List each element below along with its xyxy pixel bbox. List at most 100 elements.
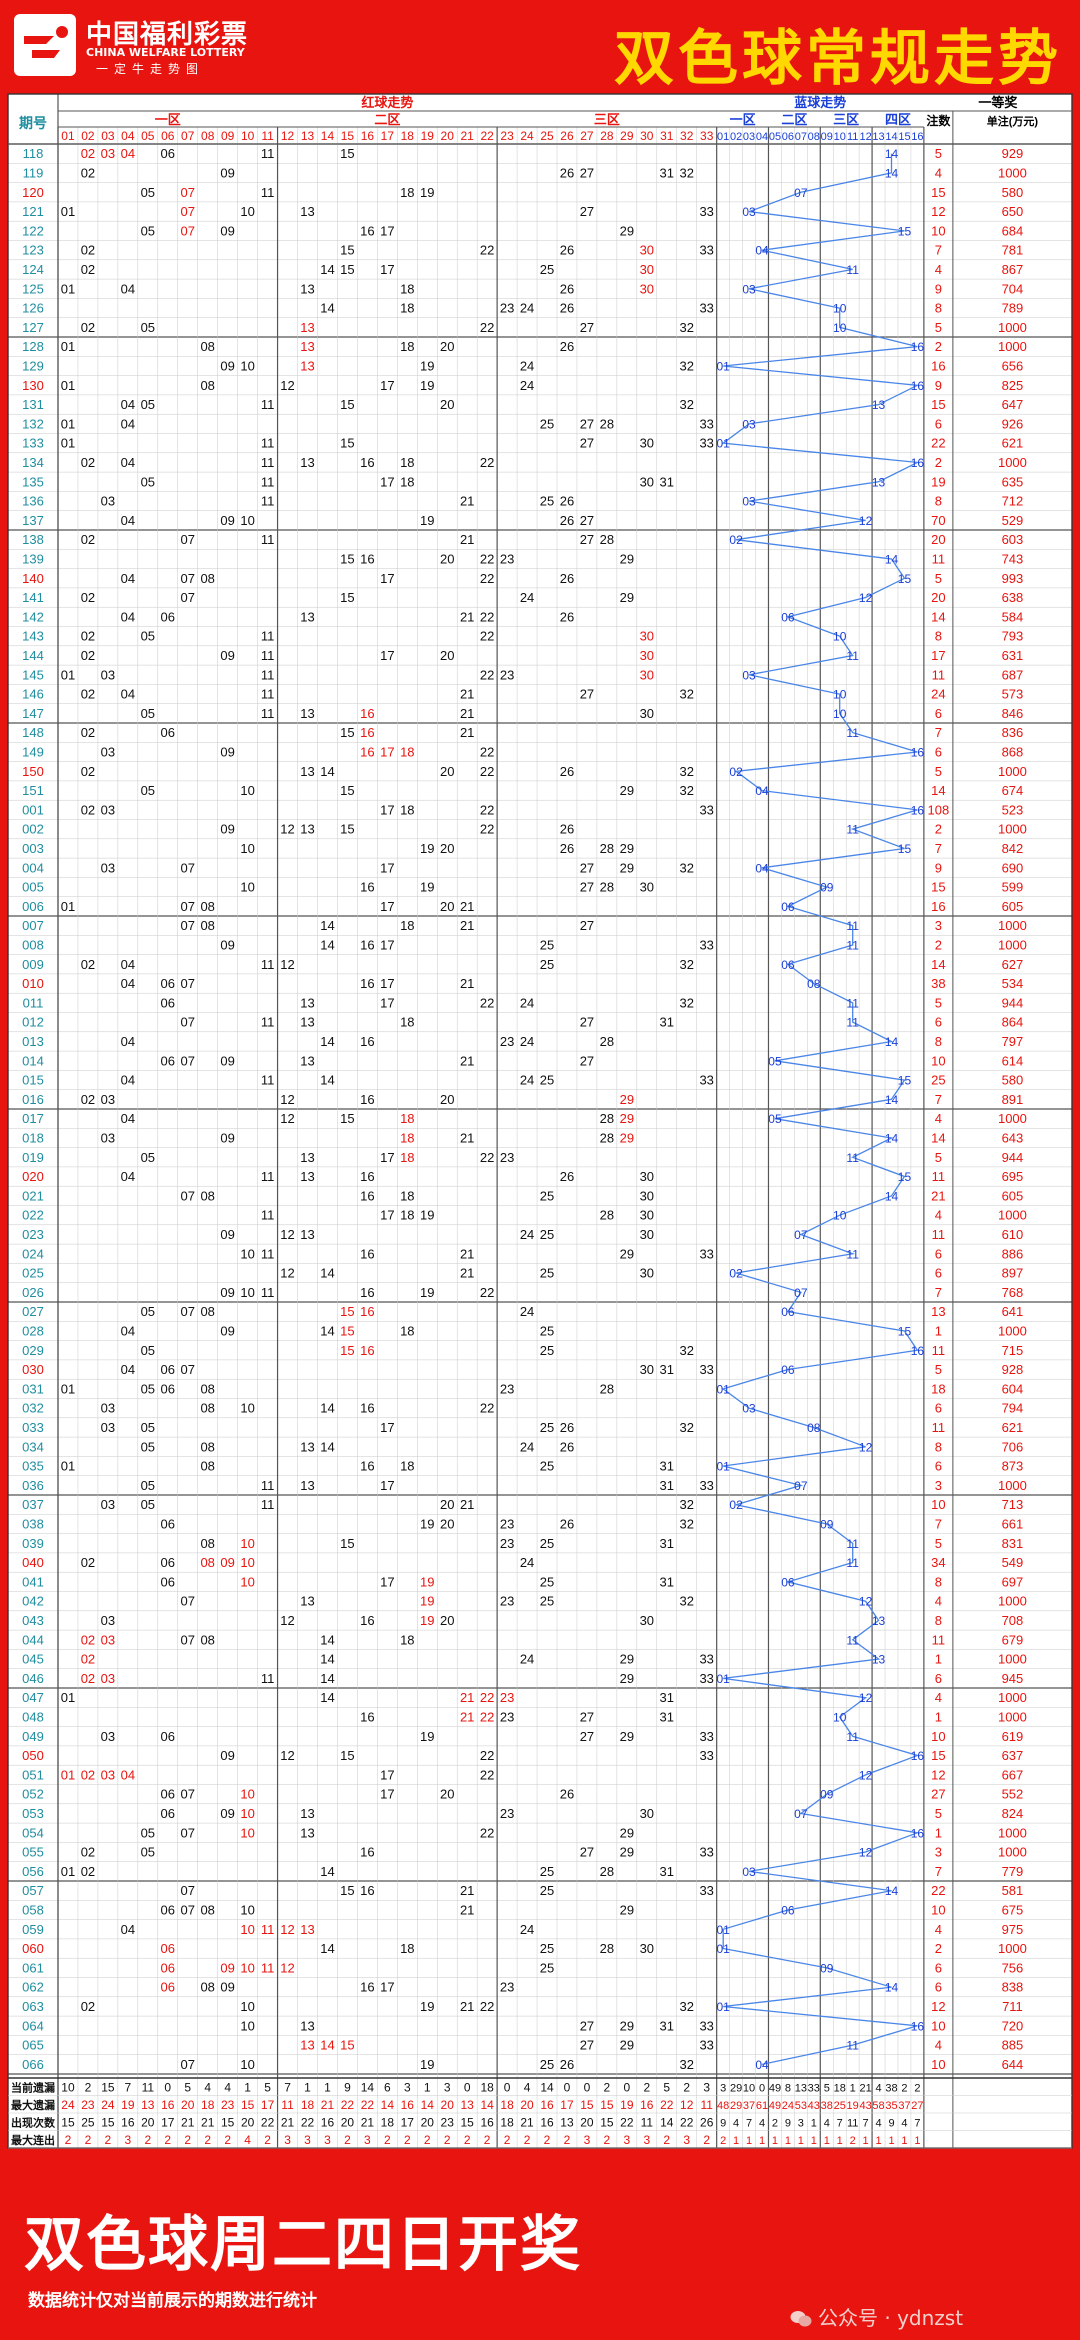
red-ball: 09 bbox=[220, 1053, 234, 1068]
red-ball: 29 bbox=[620, 1652, 634, 1667]
issue-number: 133 bbox=[22, 436, 44, 451]
issue-number: 132 bbox=[22, 416, 44, 431]
red-ball: 32 bbox=[680, 397, 694, 412]
issue-number: 023 bbox=[22, 1227, 44, 1242]
stat-red-value: 22 bbox=[620, 2115, 634, 2129]
red-ball: 11 bbox=[261, 494, 275, 509]
issue-number: 144 bbox=[22, 648, 44, 663]
stat-blue-value: 38 bbox=[821, 2100, 833, 2112]
prize-amount: 679 bbox=[1002, 1632, 1024, 1647]
issue-number: 118 bbox=[23, 146, 44, 161]
blue-ball: 10 bbox=[833, 707, 847, 721]
red-ball: 08 bbox=[200, 378, 214, 393]
blue-number-header: 06 bbox=[782, 131, 794, 143]
stat-red-value: 3 bbox=[324, 2133, 331, 2147]
prize-count: 14 bbox=[931, 783, 945, 798]
blue-ball: 07 bbox=[794, 1286, 808, 1300]
red-ball: 11 bbox=[261, 185, 275, 200]
red-ball: 07 bbox=[181, 1304, 195, 1319]
red-ball: 24 bbox=[520, 1304, 534, 1319]
stat-red-value: 2 bbox=[484, 2133, 491, 2147]
prize-amount: 627 bbox=[1002, 957, 1024, 972]
blue-ball: 05 bbox=[768, 1112, 782, 1126]
red-ball: 33 bbox=[699, 2038, 713, 2053]
prize-count: 4 bbox=[935, 1922, 942, 1937]
blue-ball: 11 bbox=[846, 263, 859, 277]
red-ball: 25 bbox=[540, 937, 554, 952]
red-ball: 13 bbox=[300, 995, 314, 1010]
red-ball: 03 bbox=[101, 802, 115, 817]
stat-red-value: 16 bbox=[161, 2098, 175, 2112]
red-ball: 20 bbox=[440, 764, 454, 779]
blue-ball: 15 bbox=[898, 842, 912, 856]
red-ball: 05 bbox=[141, 320, 155, 335]
issue-number: 036 bbox=[22, 1478, 44, 1493]
blue-ball: 01 bbox=[716, 1923, 730, 1937]
stat-red-value: 14 bbox=[480, 2098, 494, 2112]
issue-number: 009 bbox=[22, 957, 44, 972]
prize-amount: 836 bbox=[1002, 725, 1024, 740]
red-ball: 14 bbox=[320, 301, 334, 316]
red-ball: 01 bbox=[61, 1381, 75, 1396]
issue-number: 147 bbox=[22, 706, 44, 721]
stat-red-value: 26 bbox=[700, 2115, 714, 2129]
stat-red-value: 2 bbox=[564, 2133, 571, 2147]
prize-amount: 713 bbox=[1002, 1497, 1024, 1512]
red-ball: 03 bbox=[101, 1401, 115, 1416]
red-ball: 32 bbox=[680, 1999, 694, 2014]
prize-count: 1 bbox=[935, 1323, 942, 1338]
prize-count: 7 bbox=[935, 1092, 942, 1107]
issue-number: 056 bbox=[22, 1864, 44, 1879]
red-ball: 15 bbox=[340, 783, 354, 798]
red-ball: 13 bbox=[300, 609, 314, 624]
stat-red-value: 15 bbox=[221, 2115, 235, 2129]
prize-amount: 743 bbox=[1002, 551, 1024, 566]
red-ball: 04 bbox=[121, 281, 135, 296]
prize-amount: 825 bbox=[1002, 378, 1024, 393]
stat-blue-value: 18 bbox=[834, 2082, 846, 2094]
red-ball: 16 bbox=[360, 1343, 374, 1358]
red-ball: 25 bbox=[540, 1459, 554, 1474]
blue-ball: 02 bbox=[729, 1498, 743, 1512]
red-ball: 26 bbox=[560, 1420, 574, 1435]
red-ball: 02 bbox=[81, 1555, 95, 1570]
prize-count: 15 bbox=[931, 397, 945, 412]
red-ball: 31 bbox=[660, 165, 674, 180]
red-ball: 20 bbox=[440, 1092, 454, 1107]
red-ball: 22 bbox=[480, 1767, 494, 1782]
red-ball: 11 bbox=[261, 957, 275, 972]
blue-ball: 06 bbox=[781, 1575, 795, 1589]
red-ball: 18 bbox=[400, 1632, 414, 1647]
red-ball: 06 bbox=[161, 725, 175, 740]
red-ball: 29 bbox=[620, 223, 634, 238]
prize-amount: 1000 bbox=[998, 1845, 1027, 1860]
red-ball: 17 bbox=[380, 223, 394, 238]
red-ball: 32 bbox=[680, 783, 694, 798]
issue-number: 063 bbox=[22, 1999, 44, 2014]
red-ball: 18 bbox=[400, 474, 414, 489]
red-ball: 16 bbox=[360, 725, 374, 740]
header: 中国福利彩票 CHINA WELFARE LOTTERY 一定牛走势图 双色球常… bbox=[0, 0, 1080, 94]
stat-red-value: 22 bbox=[361, 2098, 375, 2112]
red-ball: 15 bbox=[340, 436, 354, 451]
red-ball: 21 bbox=[460, 976, 474, 991]
red-ball: 09 bbox=[220, 1285, 234, 1300]
red-ball: 15 bbox=[340, 146, 354, 161]
blue-ball: 16 bbox=[911, 1749, 925, 1763]
red-ball: 18 bbox=[400, 1111, 414, 1126]
stat-blue-value: 4 bbox=[824, 2117, 830, 2129]
blue-ball: 14 bbox=[885, 166, 899, 180]
stat-red-value: 3 bbox=[444, 2080, 451, 2094]
blue-ball: 14 bbox=[885, 1884, 899, 1898]
prize-amount: 549 bbox=[1002, 1555, 1024, 1570]
red-ball: 05 bbox=[141, 474, 155, 489]
red-ball: 20 bbox=[440, 339, 454, 354]
stat-blue-value: 25 bbox=[834, 2100, 846, 2112]
stat-red-value: 3 bbox=[304, 2133, 311, 2147]
prize-amount: 605 bbox=[1002, 899, 1024, 914]
blue-ball: 13 bbox=[872, 1614, 886, 1628]
red-ball: 05 bbox=[141, 1304, 155, 1319]
issue-number: 021 bbox=[22, 1188, 44, 1203]
blue-number-header: 11 bbox=[847, 131, 858, 143]
prize-count: 16 bbox=[931, 358, 945, 373]
